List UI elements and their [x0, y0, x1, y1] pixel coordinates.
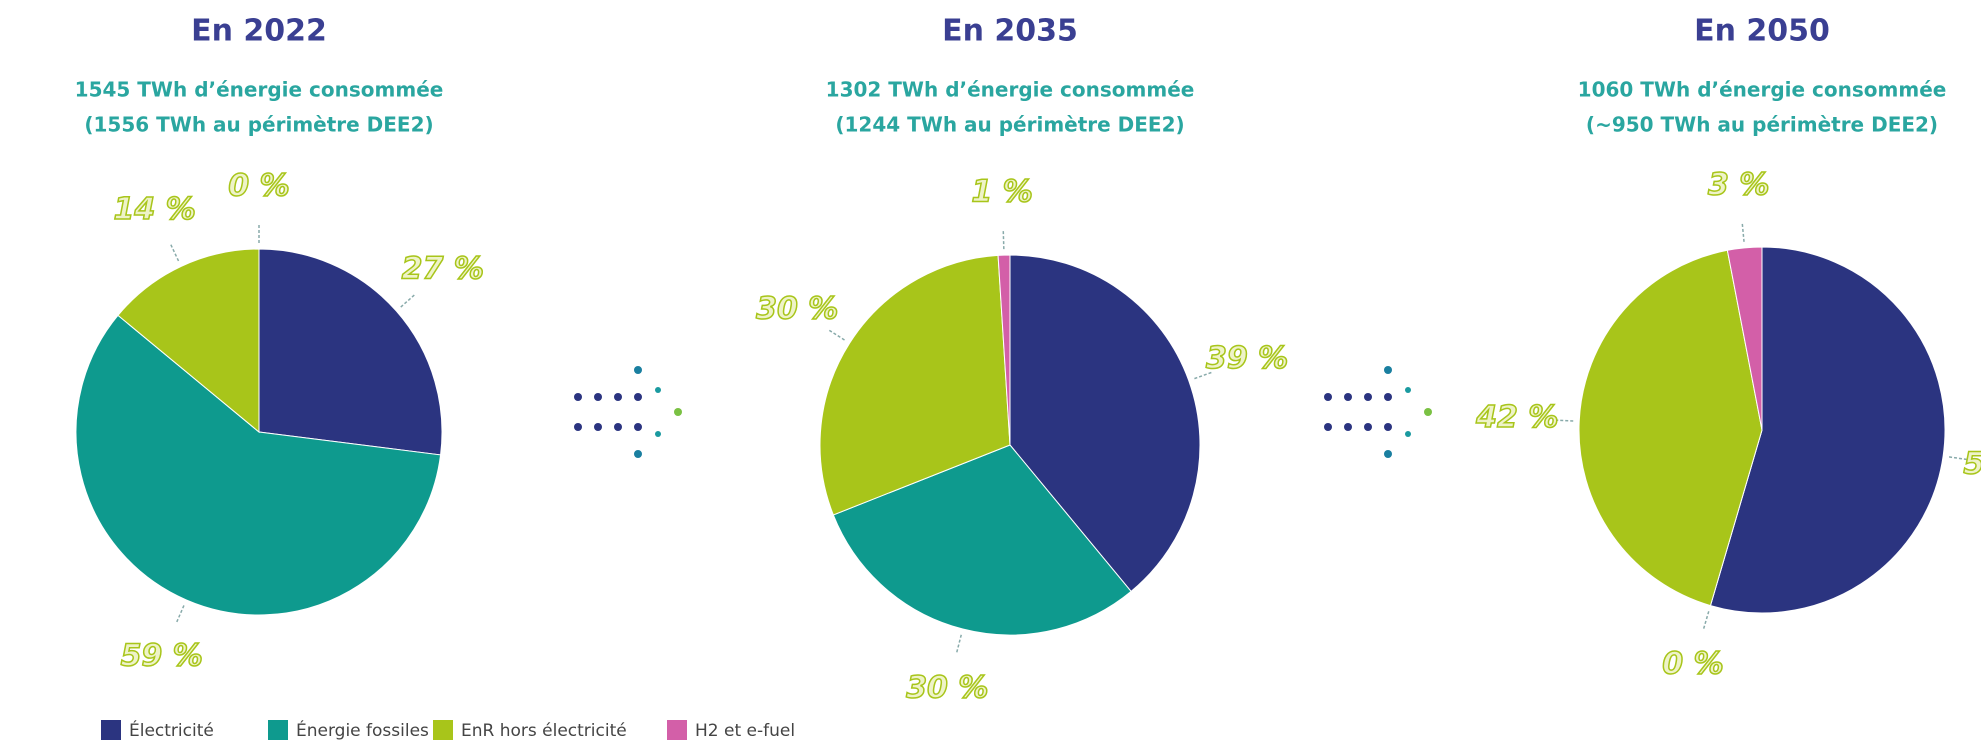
legend-swatch — [101, 720, 121, 740]
pie-slice — [1709, 246, 1946, 614]
leader-line — [175, 605, 185, 625]
chart-subtitle: 1060 TWh d’énergie consommée — [1578, 78, 1947, 102]
leader-line — [1002, 229, 1005, 250]
arrow — [1324, 366, 1432, 458]
leader-line — [1702, 611, 1710, 631]
legend-swatch — [433, 720, 453, 740]
chart-title: En 2022 — [191, 14, 327, 49]
value-label: 14 % — [114, 192, 196, 227]
value-label: 42 % — [1475, 400, 1558, 435]
pie-slice — [819, 254, 1011, 516]
value-label: 27 % — [402, 251, 484, 286]
chart-subtitle: 1302 TWh d’énergie consommée — [826, 78, 1195, 102]
chart-subtitle: 1545 TWh d’énergie consommée — [75, 78, 444, 102]
value-label: 30 % — [906, 671, 988, 706]
value-label: 1 % — [971, 175, 1032, 210]
legend-label: EnR hors électricité — [461, 721, 627, 741]
value-label: 0 % — [228, 169, 289, 204]
chart-subtitle: (1556 TWh au périmètre DEE2) — [84, 113, 433, 137]
leader-line — [1194, 371, 1214, 380]
leader-line — [827, 328, 845, 341]
chart-title: En 2035 — [942, 14, 1078, 49]
pie-slice — [997, 254, 1011, 446]
legend-label: H2 et e-fuel — [695, 721, 795, 741]
chart-title: En 2050 — [1694, 14, 1830, 49]
legend-swatch — [667, 720, 687, 740]
leader-line — [1741, 221, 1745, 242]
value-label: 30 % — [756, 291, 838, 326]
pie-slice — [258, 248, 443, 456]
chart-subtitle: (1244 TWh au périmètre DEE2) — [835, 113, 1184, 137]
leader-line — [1553, 419, 1574, 422]
leader-line — [169, 242, 180, 262]
legend-label: Énergie fossiles — [296, 719, 429, 741]
value-label: 3 % — [1708, 168, 1769, 203]
legend-swatch — [268, 720, 288, 740]
leader-line — [955, 634, 962, 655]
pie-slice — [1726, 246, 1763, 431]
leader-line — [1948, 456, 1969, 461]
pie-slice — [75, 314, 442, 616]
value-label: 59 % — [121, 638, 203, 673]
arrow — [574, 366, 682, 458]
leader-line — [400, 293, 417, 308]
chart-subtitle: (~950 TWh au périmètre DEE2) — [1586, 113, 1938, 137]
value-label: 39 % — [1206, 341, 1288, 376]
pie-slice — [832, 444, 1132, 636]
pie-slice — [1009, 254, 1201, 593]
legend-label: Électricité — [129, 719, 214, 741]
pie-slice — [1578, 249, 1763, 607]
value-label: 54 % — [1963, 446, 1981, 481]
value-label: 0 % — [1662, 647, 1723, 682]
pie-slice — [117, 248, 260, 434]
